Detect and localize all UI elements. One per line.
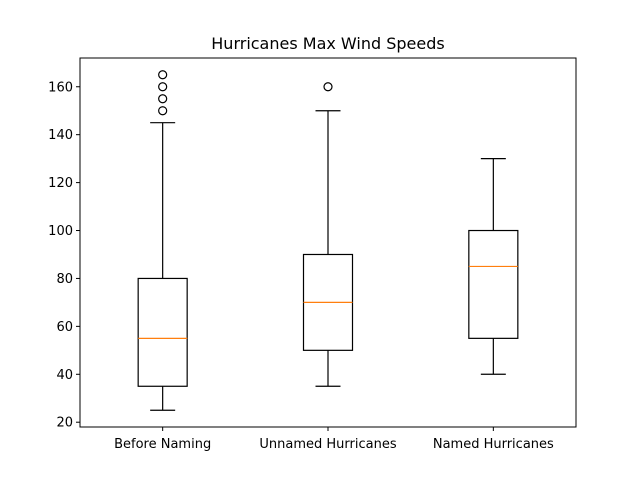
y-tick-label: 120: [48, 176, 73, 191]
y-tick-label: 60: [56, 320, 73, 335]
box-iqr: [468, 229, 519, 339]
outlier-point: [158, 106, 168, 116]
y-tick-label: 40: [56, 368, 73, 383]
y-tick-label: 160: [48, 80, 73, 95]
box-group: [137, 70, 188, 411]
x-tick-label: Unnamed Hurricanes: [259, 437, 396, 452]
x-tick-label: Before Naming: [114, 437, 211, 452]
plot-area: 20 40 60 80 100 120 140 160 Before Naming Unnamed…: [48, 57, 577, 452]
outlier-point: [158, 70, 168, 80]
outlier-point: [323, 82, 333, 92]
outlier-point: [158, 82, 168, 92]
y-tick-label: 140: [48, 128, 73, 143]
y-tick-label: 100: [48, 224, 73, 239]
outlier-point: [158, 94, 168, 104]
y-tick-label: 20: [56, 416, 73, 431]
box-group: [468, 158, 519, 375]
x-tick-label: Named Hurricanes: [433, 437, 554, 452]
chart-title: Hurricanes Max Wind Speeds: [211, 34, 444, 53]
box-group: [302, 82, 354, 387]
box-iqr: [137, 277, 188, 387]
y-tick-label: 80: [56, 272, 73, 287]
